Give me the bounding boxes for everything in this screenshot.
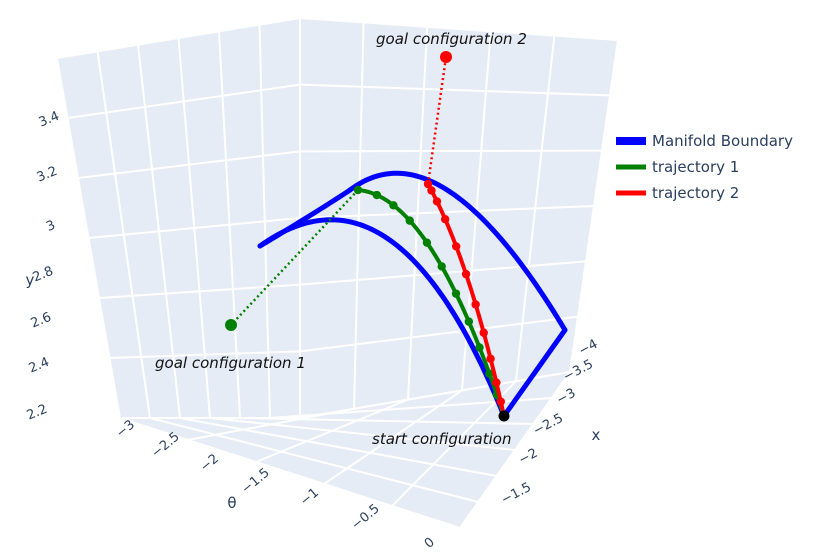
grid-left-horizontal: [56, 17, 301, 59]
trajectory1-dotted-leg: [230, 189, 359, 326]
trajectory2-point: [471, 300, 480, 309]
goal1-marker: [225, 319, 237, 331]
theta-tick-label: 0: [422, 535, 438, 552]
boundary-right-edge: [501, 327, 568, 419]
start-marker: [498, 410, 510, 422]
boundary-outer-arch: [347, 170, 568, 333]
legend-label: trajectory 2: [652, 184, 739, 202]
trajectory2-point: [496, 397, 506, 406]
theta-tick-label: −1.5: [239, 465, 273, 497]
boundary-inner-arch: [257, 217, 507, 419]
x-tick-label: −4: [576, 337, 600, 359]
legend-label: trajectory 1: [652, 158, 739, 176]
grid-left-horizontal: [88, 217, 301, 239]
grid-left-horizontal: [98, 283, 301, 299]
x-tick-label: −2: [516, 446, 540, 468]
trajectory1-point: [405, 216, 414, 225]
trajectory2-point: [492, 378, 501, 387]
legend[interactable]: Manifold Boundary trajectory 1 trajectory …: [610, 120, 818, 212]
trajectory1-point: [485, 369, 494, 378]
y-tick-label: 3.4: [37, 109, 62, 131]
trajectory2-point: [440, 215, 450, 224]
trajectory2-point: [486, 354, 495, 363]
trajectory2-point: [452, 242, 461, 251]
grid-left-horizontal: [67, 83, 301, 119]
grid-floor-x: [255, 398, 409, 463]
theta-tick-label: −0.5: [349, 501, 383, 533]
grid-right-horizontal: [299, 17, 619, 41]
trajectory1-point: [372, 190, 382, 200]
theta-tick-label: −1: [298, 485, 322, 509]
trajectory2-point: [461, 269, 471, 279]
pane-back-right: [300, 18, 618, 418]
grid-right-horizontal: [299, 205, 595, 219]
trajectory1-point: [437, 262, 446, 271]
grid-floor-theta: [179, 417, 497, 477]
y-axis-title: y: [26, 271, 35, 289]
y-tick-label: 3.2: [35, 164, 60, 186]
theta-tick-label: −2: [198, 451, 222, 475]
grid-right-horizontal: [299, 260, 587, 286]
goal2-marker: [440, 51, 452, 63]
grid-floor-theta: [149, 417, 479, 503]
trajectory1-point: [475, 343, 484, 352]
y-tick-label: 2.8: [31, 264, 56, 286]
axis-panes: [57, 18, 618, 528]
trajectory1-point: [353, 185, 363, 195]
grid-floor-x: [323, 389, 463, 485]
trajectory2-point: [427, 186, 436, 195]
grid-floor-x: [459, 371, 571, 529]
grid-right-horizontal: [299, 83, 611, 97]
annotation-start: start configuration: [372, 430, 511, 448]
grid-floor-x: [391, 380, 517, 507]
x-tick-label: −1.5: [499, 480, 534, 508]
gridlines: [56, 17, 619, 529]
trajectory2-point: [432, 197, 442, 206]
annotations: goal configuration 1 goal configuration 2…: [155, 30, 527, 448]
axis-titles: y θ x: [26, 271, 601, 512]
pane-back-left: [57, 18, 300, 418]
trajectory2-dotted-leg: [426, 56, 448, 185]
traces: [225, 51, 568, 422]
grid-floor-x: [187, 407, 355, 441]
x-axis-title: x: [592, 426, 601, 444]
trajectory1-point: [422, 238, 432, 247]
y-tick-label: 2.4: [27, 355, 52, 377]
grid-right-horizontal: [299, 149, 603, 153]
legend-label: Manifold Boundary: [652, 132, 793, 150]
trajectory2-line: [426, 183, 506, 417]
trajectory1-point: [389, 201, 398, 210]
trajectory1-point: [464, 317, 474, 326]
grid-floor-theta: [119, 417, 461, 529]
trajectory2-point: [479, 328, 488, 337]
annotation-goal1: goal configuration 1: [155, 354, 306, 372]
grid-floor-theta: [209, 417, 516, 451]
grid-left-horizontal: [77, 150, 301, 179]
theta-axis-title: θ: [227, 494, 236, 512]
trajectory2-point: [423, 179, 433, 189]
y-tick-label: 2.6: [29, 310, 54, 332]
y-tick-label: 2.2: [25, 402, 50, 424]
tick-labels: 2.22.42.62.833.23.4−3−2.5−2−1.5−1−0.50−4…: [25, 109, 601, 552]
annotation-goal2: goal configuration 2: [376, 30, 527, 48]
trajectory1-point: [451, 289, 461, 298]
grid-left-horizontal: [109, 350, 301, 359]
y-tick-label: 3: [44, 218, 57, 235]
boundary-left-edge: [257, 187, 353, 249]
pane-floor: [120, 372, 570, 528]
grid-right-horizontal: [299, 315, 579, 353]
